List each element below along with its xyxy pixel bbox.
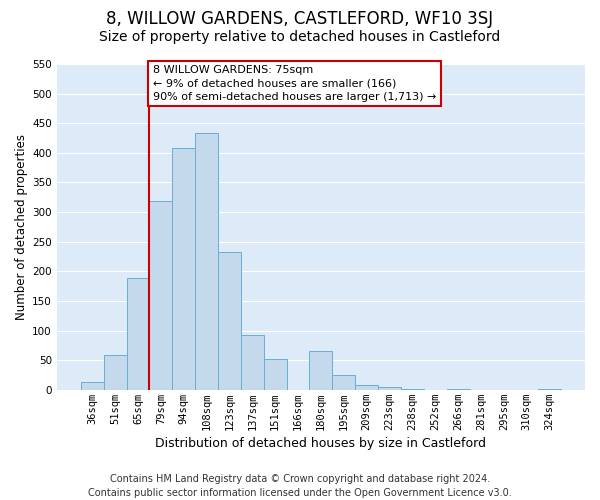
Text: 8 WILLOW GARDENS: 75sqm
← 9% of detached houses are smaller (166)
90% of semi-de: 8 WILLOW GARDENS: 75sqm ← 9% of detached… xyxy=(153,65,436,102)
Bar xyxy=(401,388,424,390)
Text: Contains HM Land Registry data © Crown copyright and database right 2024.
Contai: Contains HM Land Registry data © Crown c… xyxy=(88,474,512,498)
Text: 8, WILLOW GARDENS, CASTLEFORD, WF10 3SJ: 8, WILLOW GARDENS, CASTLEFORD, WF10 3SJ xyxy=(106,10,494,28)
Bar xyxy=(355,385,378,390)
Bar xyxy=(127,278,149,390)
Bar xyxy=(195,132,218,390)
Bar xyxy=(149,202,172,390)
Bar xyxy=(81,382,104,390)
Bar xyxy=(310,352,332,390)
Bar xyxy=(332,375,355,390)
Bar xyxy=(104,355,127,390)
Bar xyxy=(378,387,401,390)
Bar xyxy=(264,359,287,390)
Bar xyxy=(446,388,470,390)
Bar xyxy=(538,388,561,390)
X-axis label: Distribution of detached houses by size in Castleford: Distribution of detached houses by size … xyxy=(155,437,487,450)
Bar xyxy=(218,252,241,390)
Bar xyxy=(241,334,264,390)
Y-axis label: Number of detached properties: Number of detached properties xyxy=(15,134,28,320)
Bar xyxy=(172,148,195,390)
Text: Size of property relative to detached houses in Castleford: Size of property relative to detached ho… xyxy=(100,30,500,44)
